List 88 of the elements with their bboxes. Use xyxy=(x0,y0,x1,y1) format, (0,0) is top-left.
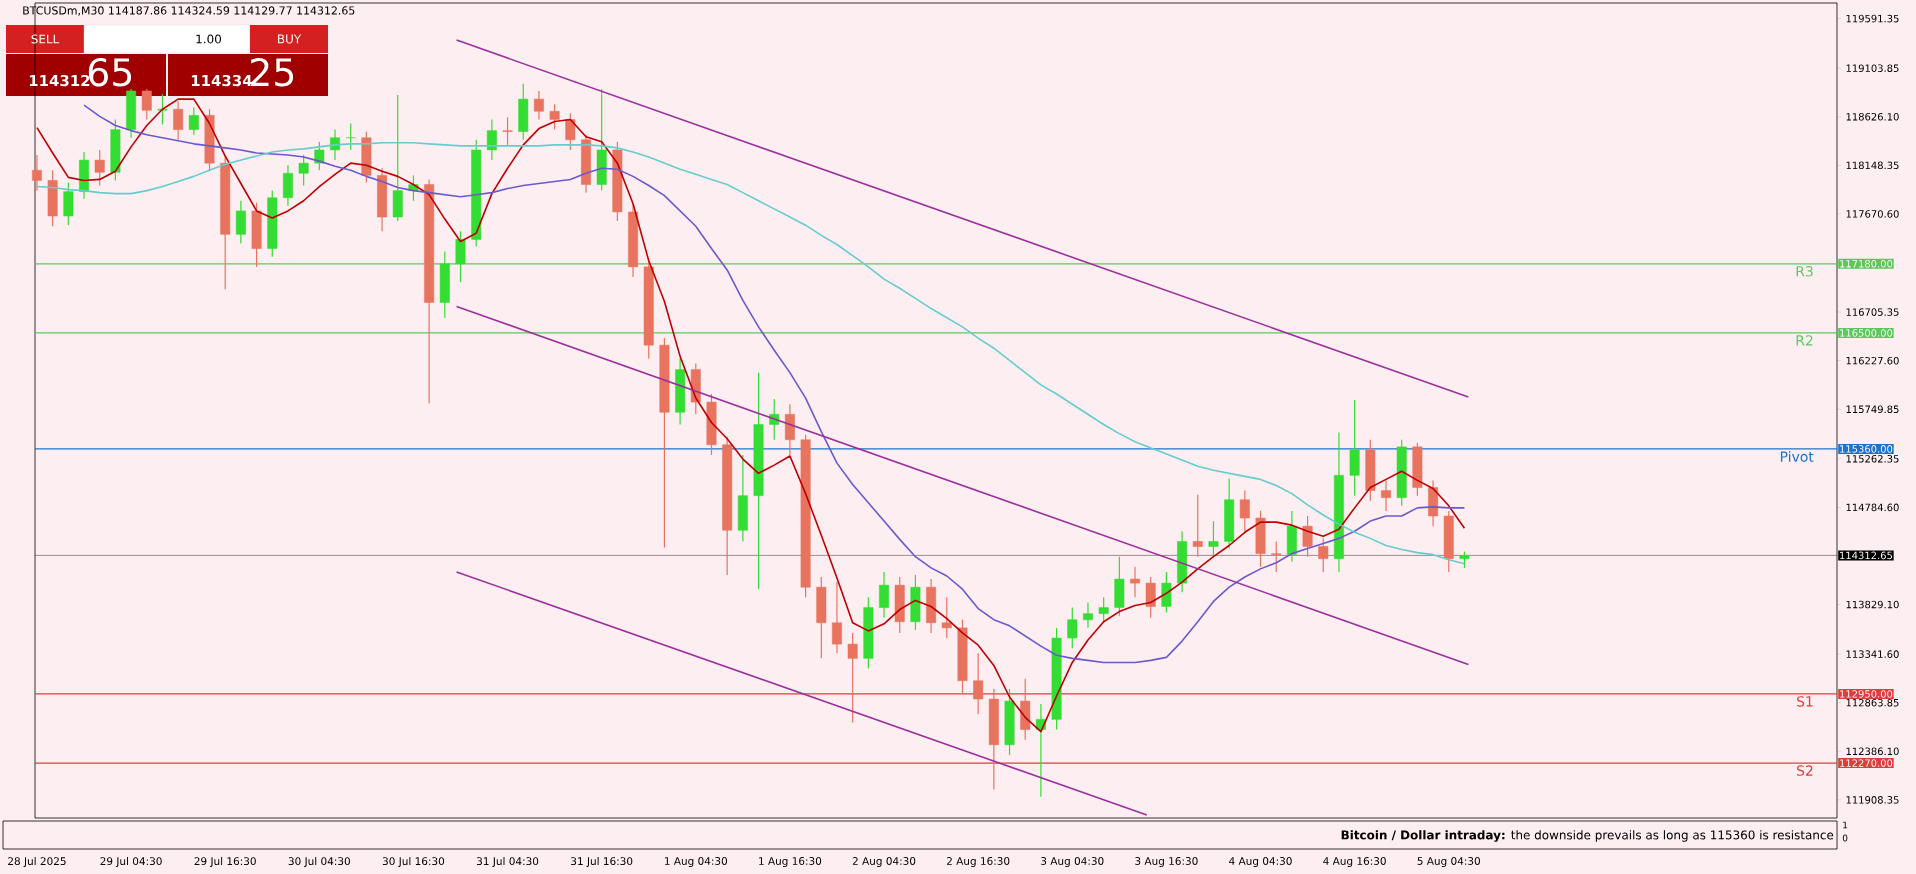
annotation: 25 xyxy=(250,57,294,87)
y-tick-label: 119103.85 xyxy=(1846,64,1899,72)
x-tick-label: 29 Jul 16:30 xyxy=(194,857,256,868)
x-tick-label: 31 Jul 16:30 xyxy=(571,857,633,868)
ref-line-label: R2 xyxy=(1796,335,1813,346)
candlestick xyxy=(1130,566,1140,598)
text: 115360.00 xyxy=(1840,445,1893,453)
candlestick xyxy=(141,88,152,121)
x-tick-label: 1 Aug 04:30 xyxy=(665,857,728,867)
candlestick xyxy=(1318,537,1329,573)
x-tick-label: 29 Jul 04:30 xyxy=(100,857,162,868)
y-tick-label: 118148.35 xyxy=(1846,161,1899,170)
candlestick xyxy=(502,116,513,146)
annotation: 1.00 xyxy=(196,34,222,44)
annotation: BUY xyxy=(278,34,302,44)
y-tick-label: 116705.35 xyxy=(1846,308,1899,316)
ref-line-label: S2 xyxy=(1796,765,1813,776)
candlestick xyxy=(235,200,246,245)
y-tick-label: 115749.85 xyxy=(1846,405,1899,414)
x-tick-label: 1 Aug 16:30 xyxy=(759,857,822,867)
annotation: SELL xyxy=(31,34,60,44)
candlestick xyxy=(1381,479,1391,512)
candlestick xyxy=(533,90,544,121)
ref-line-label: S1 xyxy=(1796,696,1813,707)
annotation: 114334 xyxy=(191,74,252,87)
text: 0 xyxy=(1842,834,1848,842)
x-tick-label: 3 Aug 04:30 xyxy=(1041,857,1104,867)
candlestick xyxy=(330,129,340,161)
y-tick-label: 117670.60 xyxy=(1846,210,1899,218)
candlestick xyxy=(1302,515,1313,558)
candlestick xyxy=(847,632,858,724)
y-tick-label: 115262.35 xyxy=(1846,455,1899,463)
candlestick xyxy=(1192,494,1203,558)
text: 117180.00 xyxy=(1840,260,1893,268)
candlestick xyxy=(1067,606,1078,649)
candlestick xyxy=(1208,520,1219,558)
candlestick xyxy=(565,112,576,151)
candlestick xyxy=(1271,540,1282,573)
text: 112270.00 xyxy=(1840,759,1893,767)
candlestick xyxy=(1098,596,1109,624)
x-tick-label: 4 Aug 16:30 xyxy=(1323,857,1386,867)
candlestick xyxy=(941,596,952,639)
candlestick xyxy=(1083,601,1093,629)
candlestick xyxy=(973,652,984,715)
candlestick xyxy=(832,581,842,654)
annotation: 114312 xyxy=(29,74,90,87)
annotation: 65 xyxy=(88,57,132,87)
y-tick-label: 112863.85 xyxy=(1846,698,1899,707)
candlestick xyxy=(879,571,889,619)
y-tick-label: 113829.10 xyxy=(1846,600,1899,609)
y-tick-label: 118626.10 xyxy=(1846,112,1899,121)
x-tick-label: 2 Aug 04:30 xyxy=(852,857,916,867)
text: Bitcoin / Dollar intraday: the downside prevails as long as 115360 is resistance xyxy=(1341,830,1834,842)
x-tick-label: 31 Jul 04:30 xyxy=(476,857,539,868)
candlestick xyxy=(173,100,184,141)
y-tick-label: 112386.10 xyxy=(1846,747,1899,756)
y-tick-label: 113341.60 xyxy=(1846,650,1899,658)
candlestick xyxy=(157,93,168,126)
candlestick xyxy=(345,122,356,151)
x-tick-label: 3 Aug 16:30 xyxy=(1135,857,1198,867)
y-tick-label: 111908.35 xyxy=(1846,796,1899,804)
x-tick-label: 4 Aug 04:30 xyxy=(1229,857,1292,867)
x-tick-label: 30 Jul 04:30 xyxy=(288,857,350,868)
x-tick-label: 2 Aug 16:30 xyxy=(946,857,1010,867)
candlestick xyxy=(32,154,42,192)
candlestick xyxy=(549,103,560,131)
y-tick-label: 114784.60 xyxy=(1846,503,1899,512)
candlestick xyxy=(314,141,325,171)
x-tick-label: 28 Jul 2025 xyxy=(8,857,66,868)
candlestick xyxy=(486,118,497,161)
candlestick xyxy=(188,106,199,136)
text: 114312.65 xyxy=(1840,551,1892,560)
text: 116500.00 xyxy=(1840,329,1893,337)
text: 1 xyxy=(1843,821,1848,829)
candlestick xyxy=(94,149,105,187)
x-tick-label: 5 Aug 04:30 xyxy=(1417,857,1480,867)
text: 112950.00 xyxy=(1840,690,1893,698)
ref-line-label: R3 xyxy=(1796,266,1813,277)
chart-title: BTCUSDm,M30 114187.86 114324.59 114129.77 114312.65 xyxy=(23,6,355,16)
y-tick-label: 119591.35 xyxy=(1846,14,1899,23)
candlestick xyxy=(298,154,309,187)
y-tick-label: 116227.60 xyxy=(1846,356,1899,365)
candlestick xyxy=(1161,571,1172,614)
x-tick-label: 30 Jul 16:30 xyxy=(382,857,445,868)
ref-line-label: Pivot xyxy=(1780,451,1814,462)
candlestick xyxy=(769,398,780,441)
candlestick xyxy=(1239,489,1250,532)
candlestick xyxy=(1145,576,1156,619)
